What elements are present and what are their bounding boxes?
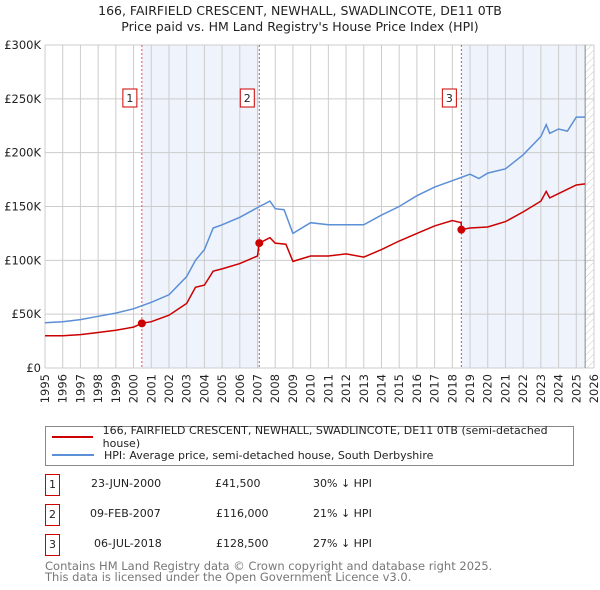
marker-badge-label: 3: [446, 92, 453, 105]
x-tick-label: 2010: [304, 374, 318, 403]
footer-copyright: Contains HM Land Registry data © Crown c…: [45, 559, 493, 573]
x-tick-label: 2023: [534, 374, 548, 403]
x-tick-label: 1995: [38, 374, 52, 403]
chart-subtitle: Price paid vs. HM Land Registry's House …: [121, 19, 479, 34]
legend-label: HPI: Average price, semi-detached house,…: [104, 448, 434, 462]
x-tick-label: 2021: [498, 374, 512, 403]
transaction-hpi-diff: 30% ↓ HPI: [313, 477, 372, 490]
marker-badge-box: [441, 88, 457, 108]
chart-title: 166, FAIRFIELD CRESCENT, NEWHALL, SWADLI…: [98, 3, 502, 18]
x-tick-label: 2001: [144, 374, 158, 403]
x-tick-label: 2022: [516, 374, 530, 403]
legend-swatch-blue: [52, 454, 94, 456]
x-tick-label: 1999: [109, 374, 123, 403]
transaction-price: £128,500: [216, 537, 269, 550]
footer-licence: This data is licensed under the Open Gov…: [45, 570, 412, 584]
y-tick-label: £150K: [4, 200, 41, 214]
x-tick-label: 2015: [392, 374, 406, 403]
x-tick-label: 2003: [180, 374, 194, 403]
legend-swatch-red: [52, 436, 93, 438]
marker-badge-label: 2: [244, 92, 251, 105]
y-tick-label: £100K: [4, 253, 41, 267]
x-tick-label: 2006: [233, 374, 247, 403]
x-tick-label: 2020: [481, 374, 495, 403]
transaction-hpi-diff: 27% ↓ HPI: [313, 537, 372, 550]
y-tick-label: £250K: [4, 92, 41, 106]
y-tick-label: £0: [26, 361, 41, 375]
x-tick-label: 2019: [463, 374, 477, 403]
sale-point: [137, 319, 146, 328]
x-tick-label: 1997: [73, 374, 87, 403]
x-tick-label: 2002: [162, 374, 176, 403]
x-tick-label: 2016: [410, 374, 424, 403]
marker-badge-box: [239, 88, 255, 108]
marker-badge-box: [122, 88, 138, 108]
x-tick-label: 2009: [286, 374, 300, 403]
x-tick-label: 2014: [374, 374, 388, 403]
x-tick-label: 2018: [445, 374, 459, 403]
legend: 166, FAIRFIELD CRESCENT, NEWHALL, SWADLI…: [45, 424, 574, 466]
y-tick-label: £200K: [4, 146, 41, 160]
sale-point: [457, 225, 466, 234]
legend-label: 166, FAIRFIELD CRESCENT, NEWHALL, SWADLI…: [102, 424, 548, 450]
marker-badge: 2: [45, 504, 60, 526]
x-tick-label: 2024: [552, 374, 566, 403]
transaction-date: 06-JUL-2018: [94, 537, 162, 550]
x-tick-label: 2000: [127, 374, 141, 403]
legend-item-property: 166, FAIRFIELD CRESCENT, NEWHALL, SWADLI…: [52, 424, 573, 450]
marker-badge: 1: [45, 474, 60, 496]
transaction-price: £41,500: [215, 477, 261, 490]
y-tick-label: £50K: [12, 307, 42, 321]
x-tick-label: 2004: [197, 374, 211, 403]
x-tick-label: 2026: [587, 374, 600, 403]
transaction-date: 23-JUN-2000: [91, 477, 162, 490]
series-line: [44, 116, 586, 324]
x-tick-label: 2012: [339, 374, 353, 403]
y-tick-label: £300K: [4, 38, 41, 52]
x-tick-label: 1996: [56, 374, 70, 403]
legend-item-hpi: HPI: Average price, semi-detached house,…: [52, 447, 433, 463]
series-line: [45, 183, 586, 337]
transaction-price: £116,000: [216, 507, 269, 520]
x-tick-label: 2025: [569, 374, 583, 403]
x-tick-label: 2008: [268, 374, 282, 403]
sale-point: [255, 239, 264, 248]
x-tick-label: 2007: [251, 374, 265, 403]
x-tick-label: 2005: [215, 374, 229, 403]
x-tick-label: 2011: [321, 374, 335, 403]
marker-badge: 3: [45, 534, 60, 556]
x-tick-label: 2013: [357, 374, 371, 403]
x-tick-label: 1998: [91, 374, 105, 403]
x-tick-label: 2017: [428, 374, 442, 403]
transaction-date: 09-FEB-2007: [90, 507, 161, 520]
transaction-hpi-diff: 21% ↓ HPI: [313, 507, 372, 520]
marker-badge-label: 1: [126, 92, 133, 105]
